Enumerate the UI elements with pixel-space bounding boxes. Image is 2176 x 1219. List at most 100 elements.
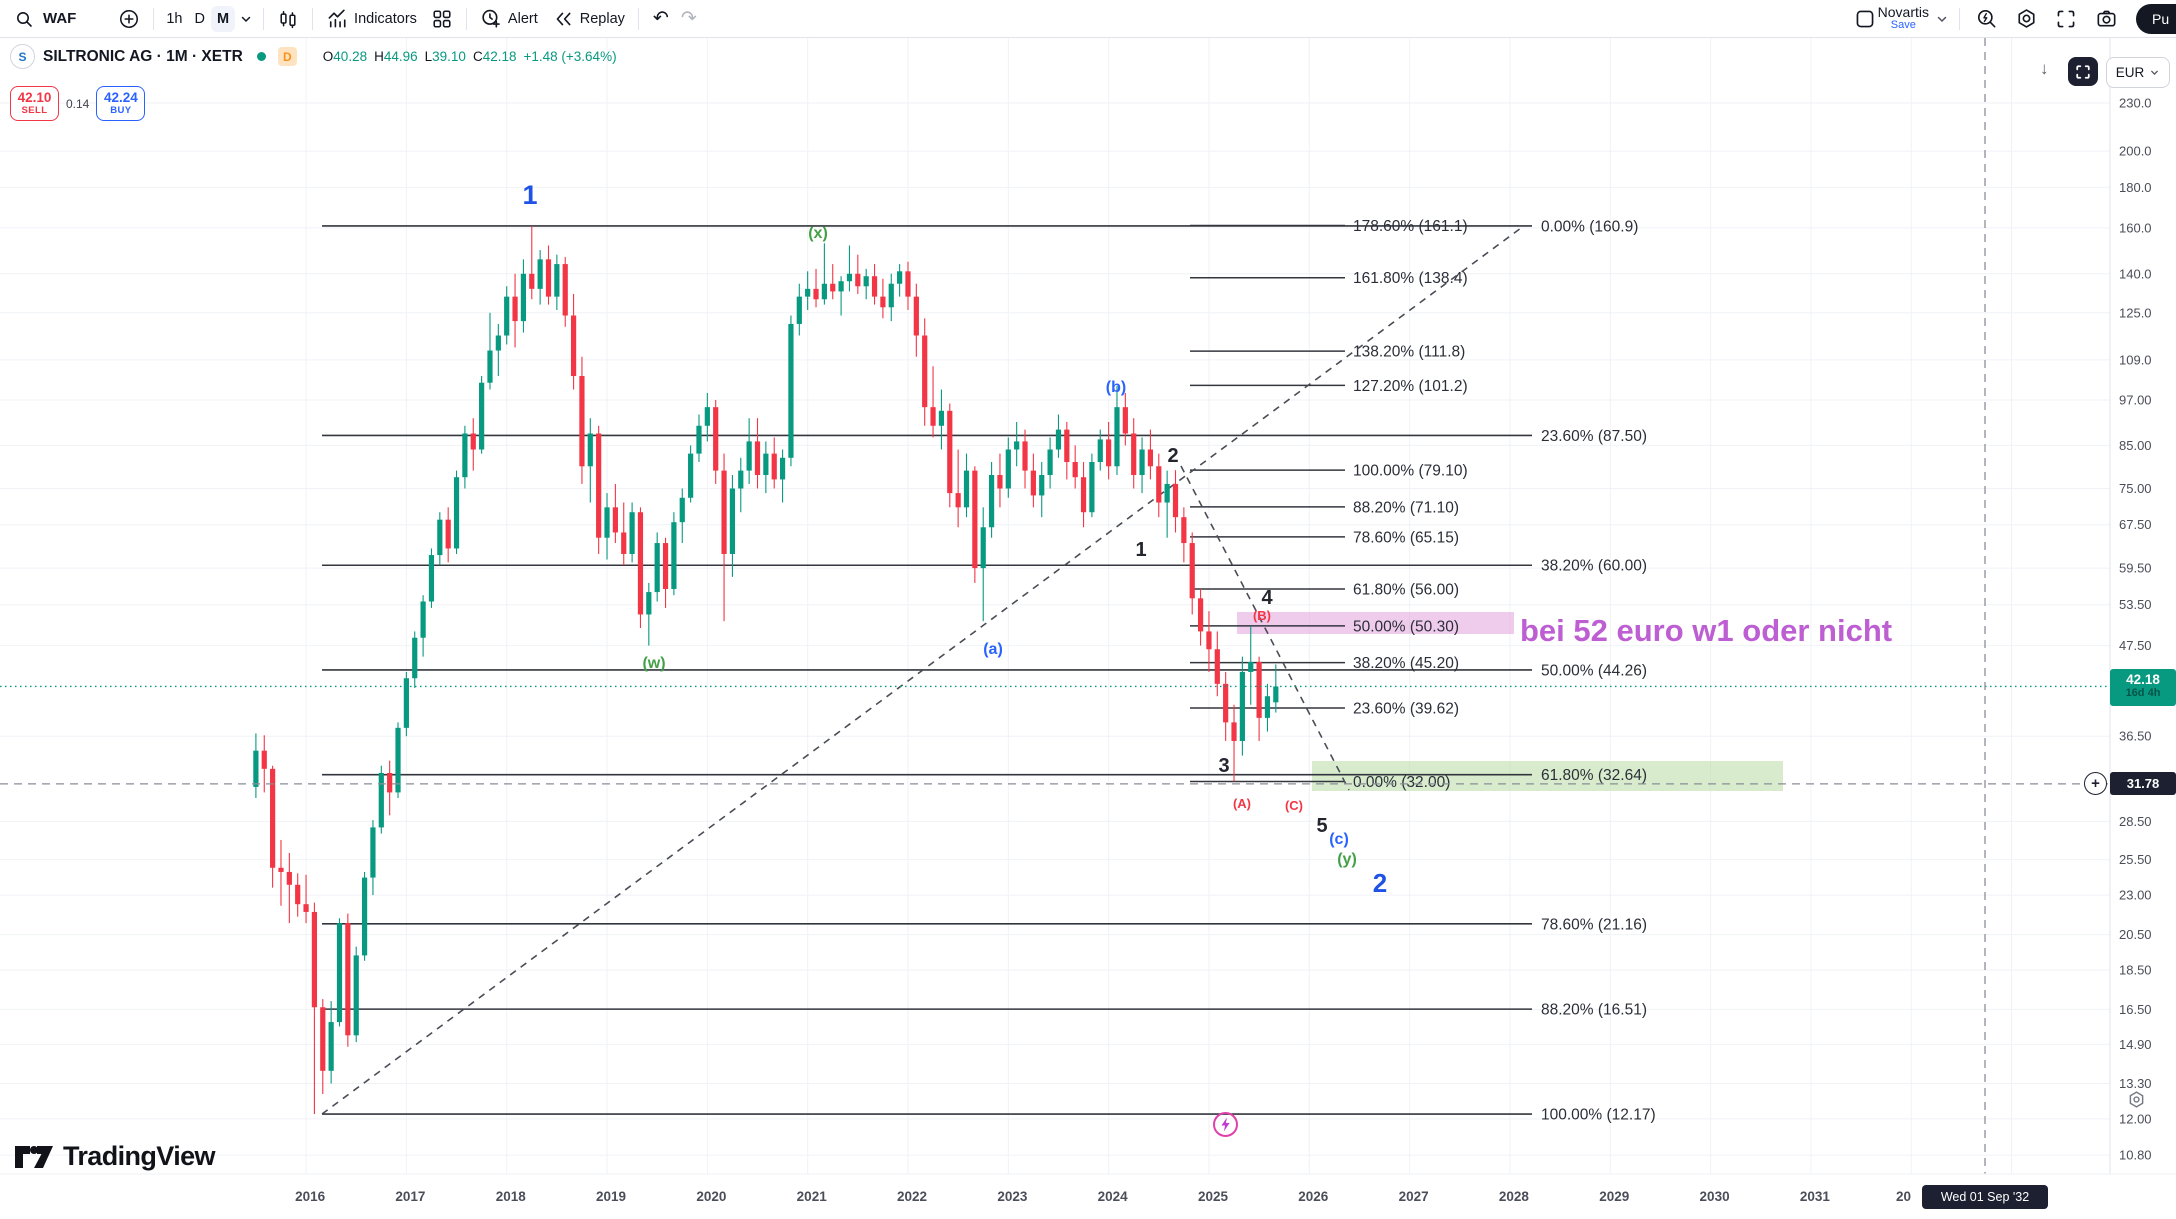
- interval-d[interactable]: D: [194, 10, 205, 27]
- svg-text:25.50: 25.50: [2119, 852, 2152, 867]
- candlestick-series: [253, 225, 1279, 1115]
- change-value: +1.48 (+3.64%): [523, 49, 617, 64]
- layout-chevron-down-icon[interactable]: [1931, 8, 1953, 30]
- svg-text:14.90: 14.90: [2119, 1037, 2152, 1052]
- go-to-realtime-button[interactable]: [2068, 57, 2098, 86]
- top-toolbar: WAF 1h D M Indicators: [0, 0, 2176, 38]
- svg-text:36.50: 36.50: [2119, 729, 2152, 744]
- svg-text:(y): (y): [1337, 851, 1357, 868]
- svg-text:2030: 2030: [1700, 1189, 1730, 1204]
- svg-text:20: 20: [1896, 1189, 1911, 1204]
- toolbar-divider: [312, 7, 314, 30]
- symbol-logo[interactable]: S: [10, 44, 35, 69]
- svg-text:(C): (C): [1285, 798, 1303, 813]
- symbol-title[interactable]: SILTRONIC AG · 1M · XETR: [43, 47, 243, 65]
- camera-snapshot-icon[interactable]: [2095, 8, 2117, 30]
- bar-countdown: 16d 4h: [2125, 687, 2161, 699]
- svg-text:20.50: 20.50: [2119, 927, 2152, 942]
- svg-text:100.00% (12.17): 100.00% (12.17): [1541, 1107, 1656, 1124]
- interval-chevron-down-icon[interactable]: [235, 8, 257, 30]
- symbol-search-button[interactable]: WAF: [6, 5, 83, 33]
- open-value: 40.28: [333, 49, 368, 64]
- svg-text:2017: 2017: [395, 1189, 425, 1204]
- replay-button[interactable]: Replay: [545, 5, 632, 33]
- svg-text:2026: 2026: [1298, 1189, 1329, 1204]
- layout-name: Novartis: [1877, 4, 1929, 21]
- toolbar-divider: [153, 7, 155, 30]
- spread-value: 0.14: [66, 96, 90, 111]
- publish-button[interactable]: Pu: [2136, 4, 2176, 34]
- svg-text:61.80% (56.00): 61.80% (56.00): [1353, 581, 1459, 598]
- svg-text:(x): (x): [808, 225, 828, 242]
- toolbar-divider: [1959, 7, 1960, 30]
- svg-text:97.00: 97.00: [2119, 392, 2152, 407]
- svg-text:5: 5: [1316, 815, 1327, 837]
- low-key: L: [424, 49, 433, 64]
- toolbar-divider: [465, 7, 467, 30]
- scroll-down-arrow-icon[interactable]: ↓: [2040, 59, 2049, 78]
- indicators-button[interactable]: Indicators: [319, 5, 424, 33]
- settings-gear-icon[interactable]: [2015, 8, 2037, 30]
- redo-button[interactable]: ↷: [680, 8, 697, 29]
- svg-text:(b): (b): [1106, 379, 1126, 396]
- low-value: 39.10: [432, 49, 466, 64]
- crosshair-date-badge: Wed 01 Sep '32: [1922, 1185, 2048, 1209]
- svg-text:88.20% (71.10): 88.20% (71.10): [1353, 499, 1459, 516]
- high-value: 44.96: [383, 49, 418, 64]
- interval-1h[interactable]: 1h: [166, 10, 183, 27]
- price-axis[interactable]: [2110, 38, 2176, 1174]
- svg-text:1: 1: [522, 180, 537, 210]
- open-key: O: [322, 49, 334, 64]
- symbol-search-text: WAF: [43, 10, 77, 27]
- sell-button[interactable]: 42.10 SELL: [10, 86, 59, 121]
- lightning-marker-icon[interactable]: [1212, 1111, 1239, 1143]
- undo-button[interactable]: ↶: [652, 8, 669, 29]
- tradingview-logo[interactable]: TradingView: [15, 1141, 216, 1172]
- currency-selector[interactable]: EUR: [2106, 57, 2170, 88]
- quick-search-bolt-icon[interactable]: [1975, 8, 1997, 30]
- buy-button[interactable]: 42.24 BUY: [96, 86, 146, 121]
- svg-text:0.00% (160.9): 0.00% (160.9): [1541, 218, 1638, 235]
- templates-button[interactable]: [424, 5, 460, 33]
- chart-style-button[interactable]: [270, 5, 306, 33]
- indicators-label: Indicators: [354, 10, 417, 27]
- svg-text:12.00: 12.00: [2119, 1111, 2152, 1126]
- current-price-badge: 42.18 16d 4h: [2110, 669, 2176, 706]
- svg-text:2: 2: [1167, 445, 1178, 467]
- replay-label: Replay: [579, 10, 625, 27]
- layout-name-button[interactable]: Novartis Save: [1878, 5, 1929, 31]
- price-scale-settings-icon[interactable]: [2127, 1090, 2146, 1114]
- fullscreen-icon[interactable]: [2055, 8, 2077, 30]
- save-link[interactable]: Save: [1890, 19, 1916, 32]
- svg-text:3: 3: [1218, 755, 1229, 777]
- interval-badge[interactable]: D: [277, 47, 297, 66]
- svg-text:180.0: 180.0: [2119, 180, 2152, 195]
- svg-text:2027: 2027: [1399, 1189, 1429, 1204]
- svg-text:127.20% (101.2): 127.20% (101.2): [1353, 378, 1468, 395]
- svg-text:160.0: 160.0: [2119, 220, 2152, 235]
- alert-button[interactable]: Alert: [473, 5, 545, 33]
- grid-layout-icon: [431, 8, 453, 30]
- crosshair-plus-icon[interactable]: +: [2084, 772, 2107, 795]
- layout-square-icon[interactable]: [1854, 8, 1876, 30]
- svg-text:(w): (w): [642, 655, 665, 672]
- svg-text:67.50: 67.50: [2119, 517, 2152, 532]
- svg-text:2025: 2025: [1198, 1189, 1229, 1204]
- svg-text:140.0: 140.0: [2119, 266, 2152, 281]
- interval-m[interactable]: M: [210, 5, 236, 32]
- svg-text:2022: 2022: [897, 1189, 927, 1204]
- plus-circle-icon: [118, 8, 140, 30]
- buy-price: 42.24: [103, 89, 138, 105]
- buy-label: BUY: [110, 104, 132, 116]
- svg-text:2018: 2018: [496, 1189, 527, 1204]
- alert-label: Alert: [507, 10, 538, 27]
- crosshair-price-badge: 31.78: [2110, 772, 2176, 795]
- svg-text:2020: 2020: [696, 1189, 726, 1204]
- compare-add-button[interactable]: [111, 5, 147, 33]
- time-axis[interactable]: [0, 1174, 2176, 1219]
- svg-text:(a): (a): [983, 641, 1003, 658]
- svg-text:4: 4: [1261, 587, 1273, 609]
- close-key: C: [472, 49, 483, 64]
- svg-text:(B): (B): [1253, 608, 1271, 623]
